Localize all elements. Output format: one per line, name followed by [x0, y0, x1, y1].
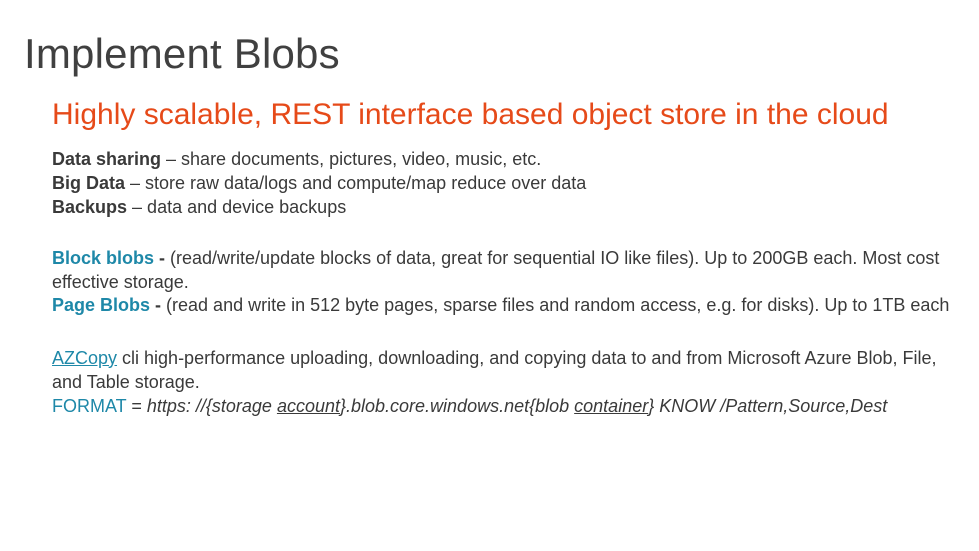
dash: -: [154, 248, 170, 268]
block-blobs-desc: (read/write/update blocks of data, great…: [52, 248, 939, 291]
use-case-text: – share documents, pictures, video, musi…: [161, 149, 541, 169]
format-label: FORMAT: [52, 396, 126, 416]
dash: -: [150, 295, 166, 315]
block-blobs-line: Block blobs - (read/write/update blocks …: [52, 247, 955, 294]
use-case-line: Big Data – store raw data/logs and compu…: [52, 171, 955, 195]
azcopy-link[interactable]: AZCopy: [52, 348, 117, 368]
url-account: account: [277, 396, 340, 416]
use-case-text: – store raw data/logs and compute/map re…: [125, 173, 586, 193]
use-case-line: Data sharing – share documents, pictures…: [52, 147, 955, 171]
page-blobs-desc: (read and write in 512 byte pages, spars…: [166, 295, 949, 315]
equals: =: [126, 396, 147, 416]
slide-subtitle: Highly scalable, REST interface based ob…: [52, 98, 955, 133]
page-blobs-label: Page Blobs: [52, 295, 150, 315]
use-case-line: Backups – data and device backups: [52, 195, 955, 219]
blob-types-block: Block blobs - (read/write/update blocks …: [52, 247, 955, 317]
block-blobs-label: Block blobs: [52, 248, 154, 268]
use-case-label: Data sharing: [52, 149, 161, 169]
page-blobs-line: Page Blobs - (read and write in 512 byte…: [52, 294, 955, 317]
slide: Implement Blobs Highly scalable, REST in…: [0, 0, 979, 551]
content-area: Highly scalable, REST interface based ob…: [24, 98, 955, 418]
use-case-label: Big Data: [52, 173, 125, 193]
azcopy-block: AZCopy cli high-performance uploading, d…: [52, 346, 955, 419]
url-container: container: [574, 396, 648, 416]
url-text: }.blob.core.windows.net{blob: [340, 396, 574, 416]
azcopy-desc: cli high-performance uploading, download…: [52, 348, 937, 392]
use-cases-block: Data sharing – share documents, pictures…: [52, 147, 955, 220]
use-case-label: Backups: [52, 197, 127, 217]
url-text: } KNOW /Pattern,Source,Dest: [648, 396, 887, 416]
url-text: https: //{storage: [147, 396, 277, 416]
use-case-text: – data and device backups: [127, 197, 346, 217]
format-line: FORMAT = https: //{storage account}.blob…: [52, 394, 955, 418]
azcopy-desc-line: AZCopy cli high-performance uploading, d…: [52, 346, 955, 395]
slide-title: Implement Blobs: [24, 30, 955, 78]
